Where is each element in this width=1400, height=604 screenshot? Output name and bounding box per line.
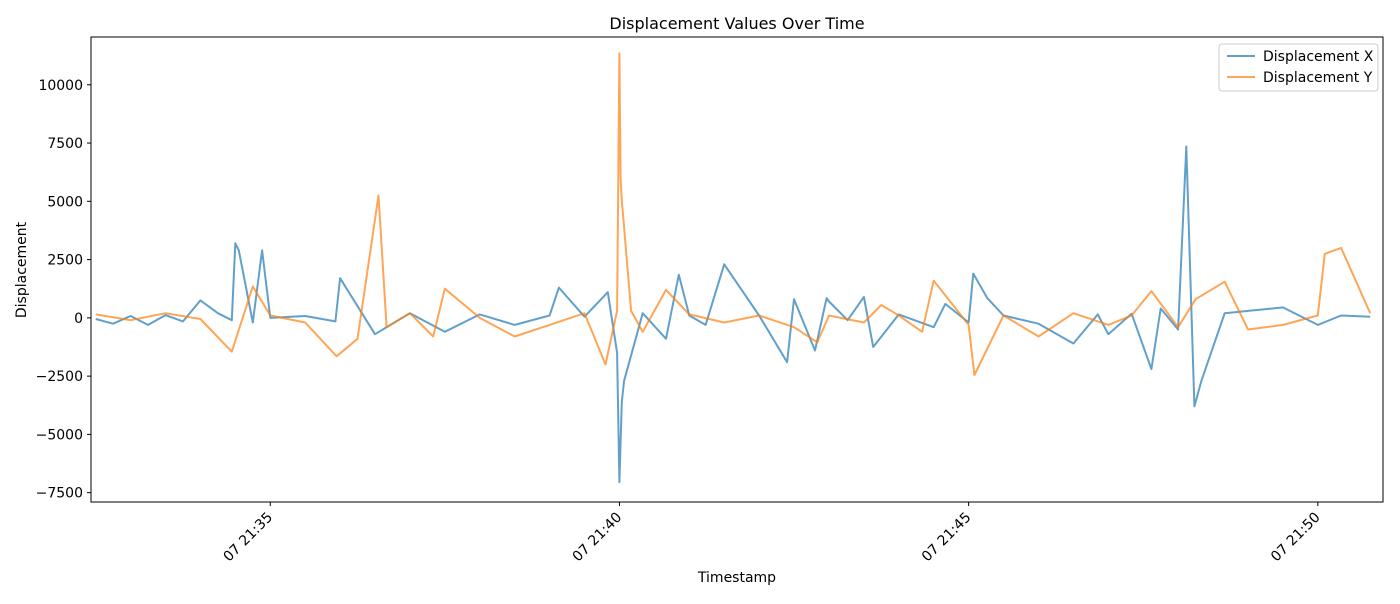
y-tick-label: −5000 [36, 427, 83, 443]
legend-box [1218, 43, 1379, 92]
y-tick-label: −2500 [36, 369, 83, 385]
y-axis: −7500 −5000 −2500 0 2500 5000 7500 10000 [36, 78, 91, 502]
y-tick-label: −7500 [36, 486, 83, 502]
y-tick-label: 5000 [47, 194, 83, 210]
chart-title: Displacement Values Over Time [609, 14, 864, 33]
series-line-displacement-x [95, 145, 1371, 484]
series-layer [95, 52, 1372, 484]
chart-legend: Displacement X Displacement Y [1218, 43, 1379, 92]
legend-label-displacement-x: Displacement X [1263, 49, 1374, 65]
y-tick-label: 10000 [38, 78, 83, 94]
y-tick-label: 2500 [47, 253, 83, 269]
series-line-displacement-y [95, 52, 1372, 376]
plot-frame [90, 36, 1384, 503]
y-tick-label: 0 [74, 311, 83, 327]
y-tick-label: 7500 [47, 136, 83, 152]
y-axis-label: Displacement [14, 221, 30, 318]
legend-label-displacement-y: Displacement Y [1263, 70, 1373, 86]
x-axis-label: Timestamp [697, 570, 776, 586]
